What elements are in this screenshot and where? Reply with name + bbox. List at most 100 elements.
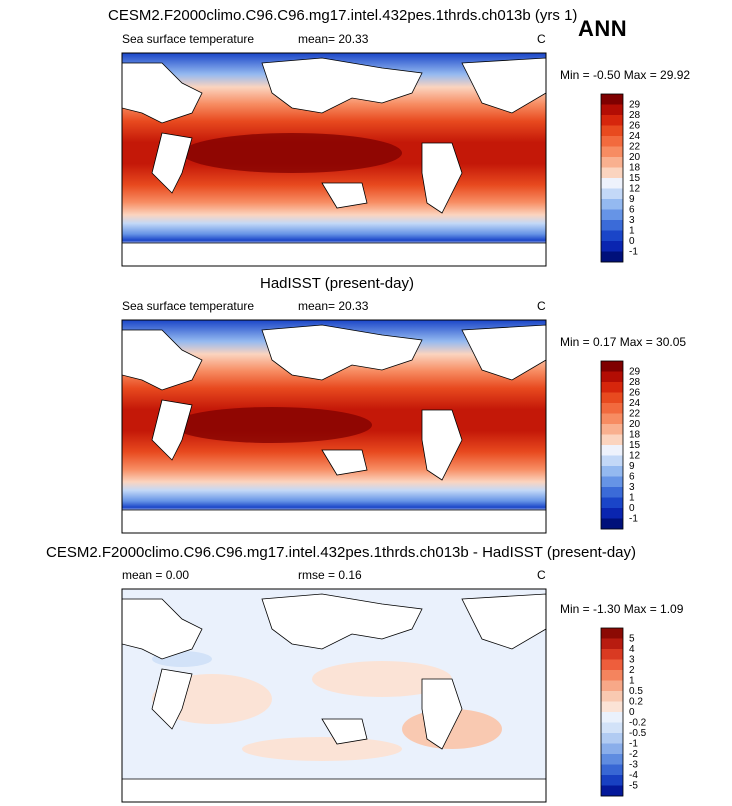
colorbar-swatch: [601, 230, 623, 242]
colorbar-swatch: [601, 508, 623, 519]
colorbar-swatch: [601, 497, 623, 509]
panel-1-mean: mean= 20.33: [298, 32, 369, 46]
colorbar-swatch: [601, 382, 623, 393]
colorbar-tick-label: -5: [629, 781, 638, 792]
colorbar-tick-label: 20: [629, 152, 641, 163]
colorbar-swatch: [601, 691, 623, 702]
colorbar-tick-label: 3: [629, 655, 635, 666]
colorbar-swatch: [601, 434, 623, 446]
colorbar-swatch: [601, 424, 623, 435]
colorbar-swatch: [601, 104, 623, 116]
colorbar-tick-label: 20: [629, 419, 641, 430]
colorbar-tick-label: -3: [629, 760, 638, 771]
panel-2-variable: Sea surface temperature: [122, 299, 255, 313]
colorbar-tick-label: 0: [629, 503, 635, 514]
colorbar-swatch: [601, 392, 623, 404]
panel-2-units: C: [537, 299, 546, 313]
colorbar-tick-label: 4: [629, 644, 635, 655]
colorbar-swatch: [601, 94, 623, 105]
panel-2-title: HadISST (present-day): [260, 275, 414, 292]
colorbar-swatch: [601, 371, 623, 383]
colorbar-swatch: [601, 178, 623, 189]
colorbar-tick-label: 12: [629, 184, 641, 195]
panel-1-minmax: Min = -0.50 Max = 29.92: [560, 68, 691, 82]
colorbar-swatch: [601, 701, 623, 713]
colorbar-tick-label: -1: [629, 514, 638, 525]
colorbar-swatch: [601, 146, 623, 158]
colorbar-swatch: [601, 125, 623, 137]
continents: [121, 324, 547, 534]
colorbar-tick-label: 15: [629, 440, 641, 451]
warm-pool: [182, 133, 402, 173]
continents: [121, 57, 547, 267]
map-frame-1: [121, 52, 547, 267]
colorbar-tick-label: -0.2: [629, 718, 647, 729]
colorbar-frame: [600, 360, 624, 530]
colorbar-swatch: [601, 722, 623, 734]
colorbar-tick-label: 3: [629, 215, 635, 226]
colorbar-swatch: [601, 445, 623, 456]
colorbar-swatch: [601, 251, 623, 263]
colorbar-tick-label: 0: [629, 236, 635, 247]
colorbar-tick-label: -1: [629, 739, 638, 750]
colorbar-swatch: [601, 518, 623, 530]
colorbar-swatch: [601, 157, 623, 168]
colorbar-swatch: [601, 712, 623, 723]
panel-1-variable: Sea surface temperature: [122, 32, 255, 46]
colorbar-tick-label: -2: [629, 749, 638, 760]
colorbar-swatch: [601, 628, 623, 639]
colorbar-swatch: [601, 785, 623, 797]
colorbar-tick-label: 28: [629, 377, 641, 388]
colorbar-tick-label: -0.5: [629, 728, 647, 739]
panel-3-units: C: [537, 568, 546, 582]
colorbar-tick-label: 1: [629, 226, 635, 237]
colorbar-swatch: [601, 167, 623, 179]
colorbar-swatch: [601, 361, 623, 372]
map-panel-2: [121, 319, 547, 534]
colorbar-tick-label: 9: [629, 194, 635, 205]
colorbar-tick-label: 0: [629, 707, 635, 718]
panel-2-minmax: Min = 0.17 Max = 30.05: [560, 335, 687, 349]
colorbar-swatch: [601, 413, 623, 425]
colorbar-tick-label: 3: [629, 482, 635, 493]
map-frame-3: [121, 588, 547, 803]
colorbar-tick-label: 9: [629, 461, 635, 472]
colorbar-swatch: [601, 466, 623, 477]
map-panel-3: [121, 588, 547, 803]
colorbar-swatch: [601, 209, 623, 221]
colorbar-tick-label: 1: [629, 676, 635, 687]
colorbar-tick-label: 28: [629, 110, 641, 121]
season-label: ANN: [578, 16, 628, 41]
panel-1-title: CESM2.F2000climo.C96.C96.mg17.intel.432p…: [108, 7, 578, 24]
colorbar-tick-label: 26: [629, 121, 641, 132]
colorbar-swatch: [601, 743, 623, 755]
colorbar-swatch: [601, 476, 623, 488]
panel-3-title: CESM2.F2000climo.C96.C96.mg17.intel.432p…: [46, 544, 637, 561]
colorbar-tick-label: 24: [629, 131, 641, 142]
colorbar-swatch: [601, 733, 623, 744]
map-panel-1: [121, 52, 547, 267]
colorbar-swatch: [601, 775, 623, 786]
colorbar-swatch: [601, 136, 623, 147]
panel-3-rmse: rmse = 0.16: [298, 568, 362, 582]
colorbar-swatch: [601, 115, 623, 126]
colorbar-swatch: [601, 764, 623, 776]
colorbar-tick-label: 22: [629, 409, 641, 420]
colorbar-swatch: [601, 659, 623, 671]
colorbar-tick-label: 22: [629, 142, 641, 153]
colorbar-tick-label: 12: [629, 451, 641, 462]
colorbar-swatch: [601, 220, 623, 231]
colorbar-swatch: [601, 754, 623, 765]
colorbar-tick-label: 26: [629, 388, 641, 399]
colorbar-tick-label: 18: [629, 163, 641, 174]
colorbar-tick-label: 15: [629, 173, 641, 184]
colorbar-swatch: [601, 680, 623, 692]
colorbar-tick-label: 5: [629, 634, 635, 645]
colorbar-frame: [600, 93, 624, 263]
colorbar-frame: [600, 627, 624, 797]
colorbar-tick-label: 6: [629, 472, 635, 483]
colorbar-swatch: [601, 188, 623, 200]
